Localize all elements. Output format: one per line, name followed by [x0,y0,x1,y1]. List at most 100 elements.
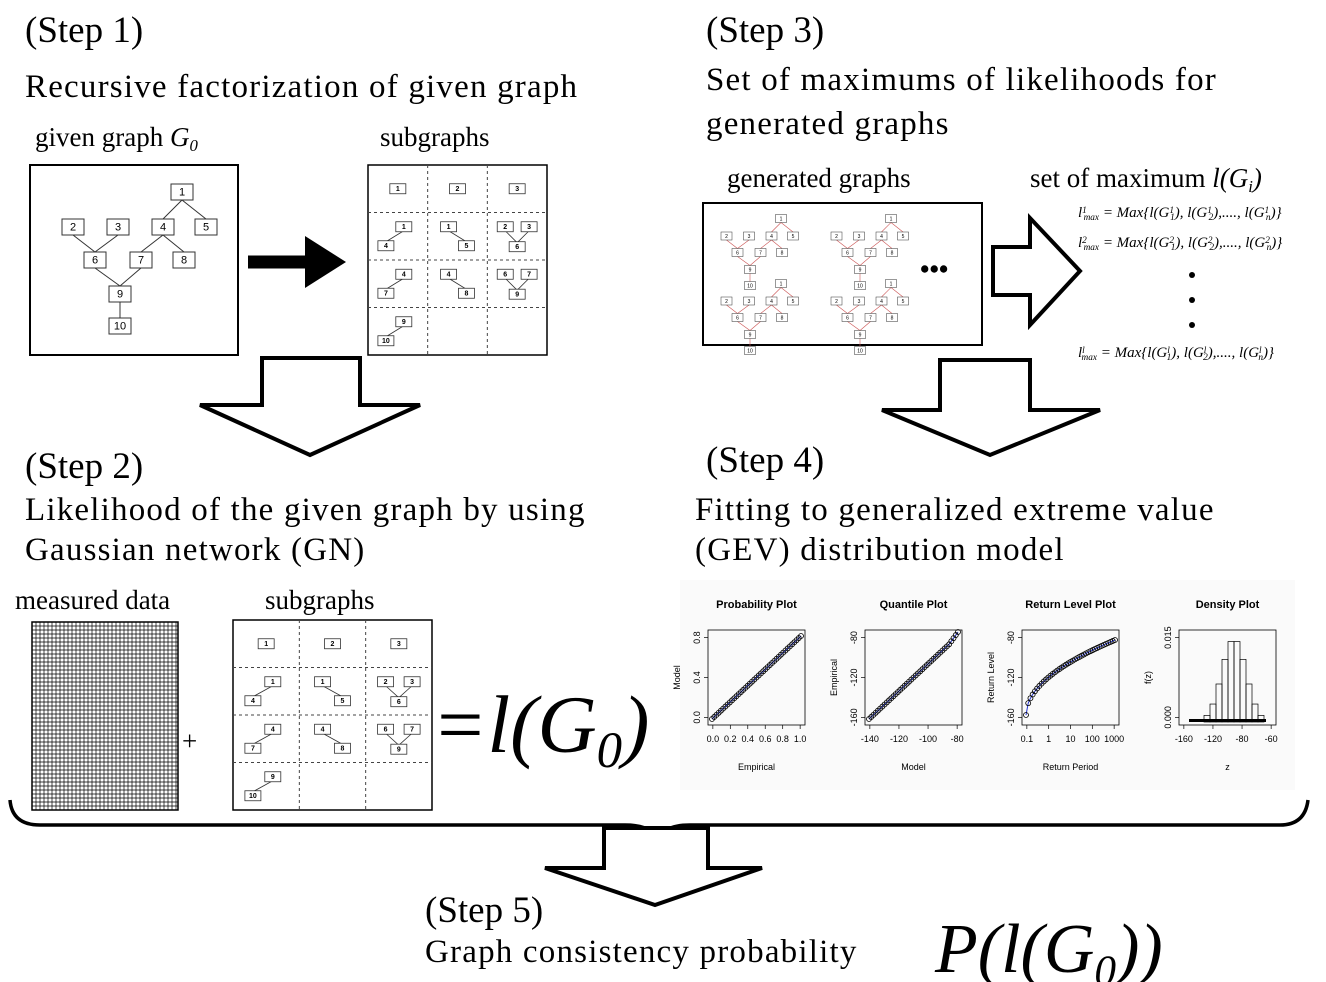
y-tick-label: -80 [849,631,859,644]
text-part: l [1204,346,1207,356]
node-label: 8 [781,315,784,321]
graph-edge [737,321,751,331]
node-label: 9 [749,332,752,338]
text-part: 0 [1094,947,1116,982]
node-label: 6 [515,244,519,251]
graph-node [170,183,194,201]
y-axis-label: f(z) [1143,671,1153,684]
subgraphs-label: subgraphs [380,122,490,152]
graph-node [496,268,514,280]
graph-node [151,218,175,236]
x-tick-label: 1 [1046,734,1051,744]
graph-edge [94,267,121,287]
graph-edge [140,234,164,253]
node-label: 4 [880,299,883,305]
step-heading: (Step 1) [25,10,143,51]
y-axis-label: Return Level [986,652,996,703]
graph-edge [504,277,518,291]
graph-node [754,313,767,322]
node-label: 1 [780,281,783,287]
text-part: 1 [1169,206,1173,216]
text-part: l [1082,346,1085,356]
graph-edge [448,230,467,243]
text-part: 0 [189,136,198,155]
graph-edge [847,239,860,249]
plot-title: Quantile Plot [880,599,948,611]
given-graph-label: given graph G0 [35,122,198,155]
step-heading: (Step 4) [706,440,824,481]
graph-node [264,676,282,688]
node-label: 10 [114,320,126,332]
sample-glyph [1025,700,1032,707]
graph-edge [760,239,772,249]
text-part: )} [1270,235,1282,251]
node-label: 10 [857,283,863,289]
text-part: =l( [432,679,542,770]
graph-edge [847,321,861,331]
graph-edge [836,239,848,249]
node-label: 9 [859,267,862,273]
graph-edge [881,304,893,314]
node-label: 5 [340,698,344,705]
node-label: 4 [321,727,325,734]
graph-edge [252,780,273,793]
graph-edge [737,239,750,249]
graph-node [830,296,843,306]
text-part: l [1078,235,1082,251]
step-title: Gaussian network (GN) [25,532,365,568]
node-label: 9 [402,319,406,326]
node-label: 5 [203,221,209,233]
node-label: 2 [384,679,388,686]
node-label: 6 [92,254,98,266]
graph-node [731,313,744,322]
y-tick-label: 0.0 [692,711,702,724]
node-label: 3 [858,234,861,240]
graph-node [731,248,744,257]
graph-edge [836,304,848,314]
node-label: 5 [464,243,468,250]
graph-node [885,214,897,223]
node-label: 8 [891,250,894,256]
node-label: 5 [792,234,795,240]
y-tick-label: 0.000 [1163,706,1173,729]
text-part: max [1084,213,1100,223]
graph-node [389,183,407,195]
plot-title: Probability Plot [716,599,797,611]
text-part: 1 [1082,206,1087,216]
text-part: G [537,679,596,770]
probability-result: P(l(G0)) [934,911,1163,982]
step-title: Likelihood of the given graph by using [25,492,586,528]
node-label: 9 [397,747,401,754]
graph-node [264,771,282,783]
node-label: 6 [736,315,739,321]
node-label: 6 [503,272,507,279]
node-label: 6 [736,250,739,256]
text-part: 2 [1208,236,1213,246]
x-tick-label: 100 [1085,734,1100,744]
graph-edge [181,199,207,220]
x-tick-label: -60 [1265,734,1278,744]
graph-node [83,251,107,269]
node-label: 7 [251,746,255,753]
graph-node [395,268,413,280]
graph-edge [737,304,750,314]
text-part: ),...., l(G [1212,205,1264,221]
graph-node [508,288,526,300]
graph-node [744,346,756,355]
node-label: 6 [846,315,849,321]
x-axis-label: z [1225,762,1230,772]
graph-node [403,676,421,688]
step-title: (GEV) distribution model [695,532,1065,568]
graph-node [390,638,408,650]
graph-node [403,723,421,735]
graph-edge [771,287,782,298]
graph-node [108,285,132,303]
graph-node [449,183,466,195]
graph-edge [737,256,751,266]
node-label: 8 [891,315,894,321]
graph-edge [771,304,783,314]
graph-node [377,723,394,735]
node-label: 7 [759,250,762,256]
graph-node [787,296,799,306]
graph-node [853,296,865,306]
